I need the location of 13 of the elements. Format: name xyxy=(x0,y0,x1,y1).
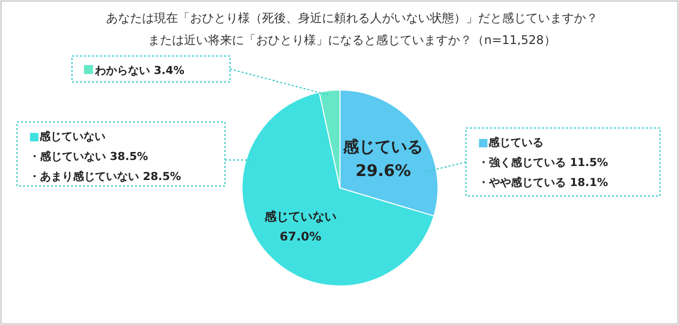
text: ・やや感じている 18.1% xyxy=(478,176,608,189)
slice-label: 感じている xyxy=(342,136,424,156)
data-label: 67.0% xyxy=(280,230,322,244)
text: ■感じている xyxy=(478,136,544,149)
chart-title: あなたは現在「おひとり様（死後、身近に頼れる人がいない状態）」だと感じていますか？ xyxy=(106,11,598,25)
text: ・感じていない 38.5% xyxy=(29,150,148,163)
chart-subtitle: または近い将来に「おひとり様」になると感じていますか？（n=11,528） xyxy=(148,33,556,47)
text: ■感じていない xyxy=(29,130,106,143)
slice-label: 感じていない xyxy=(263,210,336,224)
text: ・あまり感じていない 28.5% xyxy=(29,170,181,183)
data-label: 29.6% xyxy=(355,160,411,180)
text: ・強く感じている 11.5% xyxy=(478,156,608,169)
legend-label: わからない 3.4% xyxy=(94,64,184,77)
